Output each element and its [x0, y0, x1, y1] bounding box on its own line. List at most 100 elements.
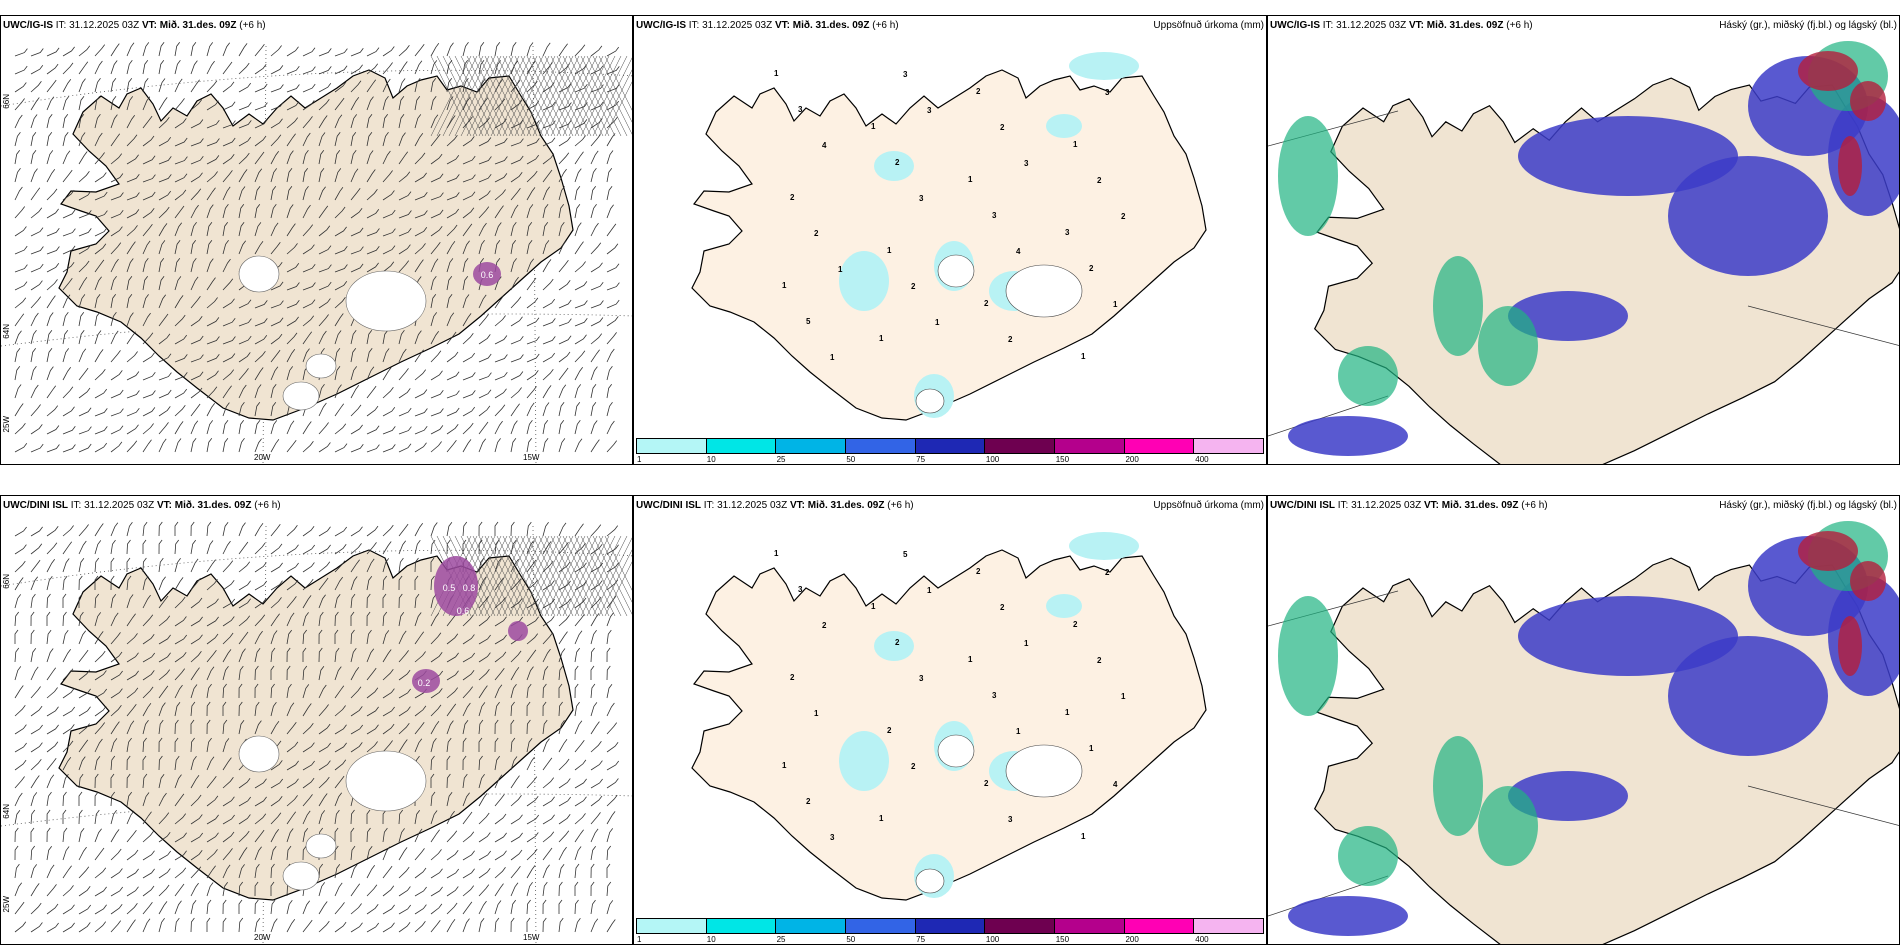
precip-title: Uppsöfnuð úrkoma (mm) [1153, 500, 1264, 511]
panel-wind-top: UWC/IG-IS IT: 31.12.2025 03Z VT: Mið. 31… [0, 15, 633, 465]
precip-value: 3 [919, 674, 924, 683]
wind-map: 0.6 [1, 41, 632, 464]
icing-label: 0.8 [463, 583, 476, 593]
precip-value: 2 [976, 567, 981, 576]
precip-value: 2 [790, 673, 795, 682]
colorbar-cell [846, 919, 916, 933]
hatched-region [430, 55, 632, 137]
icing-label: 0.6 [457, 606, 470, 616]
precip-value: 3 [798, 585, 803, 594]
panel-precip-top: UWC/IG-IS IT: 31.12.2025 03Z VT: Mið. 31… [633, 15, 1267, 465]
precip-value: 3 [1105, 88, 1110, 97]
lon-label: 15W [523, 453, 540, 462]
colorbar-tick: 25 [776, 935, 786, 944]
precip-value: 3 [830, 833, 835, 842]
glaciers [238, 255, 427, 411]
icing-areas: 0.6 [473, 262, 501, 286]
precip-value: 1 [1073, 140, 1078, 149]
iceland-landmass [58, 69, 574, 421]
precip-value: 3 [919, 194, 924, 203]
colorbar-cell [776, 439, 847, 453]
precip-value: 2 [1008, 335, 1013, 344]
panel-header: UWC/IG-IS IT: 31.12.2025 03Z VT: Mið. 31… [1270, 20, 1533, 31]
colorbar-cell [1055, 919, 1125, 933]
lon-label: 20W [254, 933, 271, 942]
precip-value: 1 [1081, 832, 1086, 841]
lat-label: 66N [2, 94, 11, 109]
high-cloud [1798, 531, 1886, 676]
lat-label: 25W [2, 416, 11, 433]
precip-value: 3 [927, 106, 932, 115]
precip-value: 1 [774, 549, 779, 558]
panel-header: UWC/IG-IS IT: 31.12.2025 03Z VT: Mið. 31… [3, 20, 266, 31]
lat-label: 64N [2, 804, 11, 819]
precip-value: 2 [822, 621, 827, 630]
colorbar-cell [776, 919, 847, 933]
precip-value: 3 [1065, 228, 1070, 237]
precip-value: 3 [992, 211, 997, 220]
panel-cloud-top: UWC/IG-IS IT: 31.12.2025 03Z VT: Mið. 31… [1267, 15, 1900, 465]
precip-value: 2 [984, 299, 989, 308]
colorbar-cell [637, 439, 707, 453]
lat-label: 66N [2, 574, 11, 589]
precip-value: 1 [1121, 692, 1126, 701]
panel-header: UWC/DINI ISL IT: 31.12.2025 03Z VT: Mið.… [1270, 500, 1548, 511]
precip-value: 2 [790, 193, 795, 202]
precip-value: 1 [879, 334, 884, 343]
precip-value: 2 [911, 282, 916, 291]
glaciers [238, 735, 427, 891]
precip-value: 1 [887, 246, 892, 255]
colorbar-cell [1055, 439, 1125, 453]
precip-value: 1 [1113, 300, 1118, 309]
colorbar-tick: 10 [706, 455, 716, 464]
precip-value: 1 [838, 265, 843, 274]
cloud-title: Háský (gr.), miðský (fj.bl.) og lágský (… [1719, 500, 1897, 511]
colorbar-tick: 10 [706, 935, 716, 944]
precip-value: 1 [774, 69, 779, 78]
precip-value: 4 [822, 141, 827, 150]
precip-value: 1 [782, 281, 787, 290]
precip-value: 4 [1016, 247, 1021, 256]
precip-value: 1 [1024, 639, 1029, 648]
precip-value: 1 [927, 586, 932, 595]
colorbar-cell [637, 919, 707, 933]
precip-value: 1 [879, 814, 884, 823]
glaciers [915, 254, 1083, 414]
precip-value: 3 [903, 70, 908, 79]
precip-value: 2 [1000, 603, 1005, 612]
precip-value: 1 [814, 709, 819, 718]
graticule [1, 525, 632, 944]
precip-value: 1 [830, 353, 835, 362]
colorbar-cell [985, 919, 1056, 933]
colorbar-cell [1124, 439, 1195, 453]
precip-value: 3 [1024, 159, 1029, 168]
panel-header: UWC/IG-IS IT: 31.12.2025 03Z VT: Mið. 31… [636, 20, 899, 31]
colorbar-tick: 50 [846, 455, 856, 464]
precip-value: 1 [1081, 352, 1086, 361]
precip-values: 1 1 1 3 1 1 2 1 2 1 2 1 3 2 3 2 5 3 2 2 2 2 2 3 4 3 4 1 1 3 3 2 1 1 [774, 69, 1126, 362]
icing-label: 0.5 [443, 583, 456, 593]
colorbar-cell [915, 919, 986, 933]
colorbar-tick: 150 [1055, 935, 1070, 944]
lon-label: 20W [254, 453, 271, 462]
colorbar-tick: 400 [1195, 455, 1209, 464]
colorbar-cell [1124, 919, 1195, 933]
colorbar-tick: 25 [776, 455, 786, 464]
precip-value: 1 [968, 175, 973, 184]
precip-value: 1 [782, 761, 787, 770]
graticule [1, 45, 632, 464]
icing-label: 0.2 [418, 678, 431, 688]
icing-areas: 0.5 0.8 0.6 0.2 [412, 556, 528, 693]
precip-value: 1 [1065, 708, 1070, 717]
colorbar-tick: 400 [1195, 935, 1209, 944]
precip-value: 5 [806, 317, 811, 326]
lat-label: 64N [2, 324, 11, 339]
colorbar-cell [1194, 439, 1264, 453]
precip-value: 2 [1121, 212, 1126, 221]
colorbar-tick: 75 [916, 935, 926, 944]
precip-value: 2 [806, 797, 811, 806]
precip-value: 1 [935, 318, 940, 327]
panel-header: UWC/DINI ISL IT: 31.12.2025 03Z VT: Mið.… [3, 500, 281, 511]
colorbar-cell [985, 439, 1056, 453]
panel-wind-bottom: UWC/DINI ISL IT: 31.12.2025 03Z VT: Mið.… [0, 495, 633, 945]
